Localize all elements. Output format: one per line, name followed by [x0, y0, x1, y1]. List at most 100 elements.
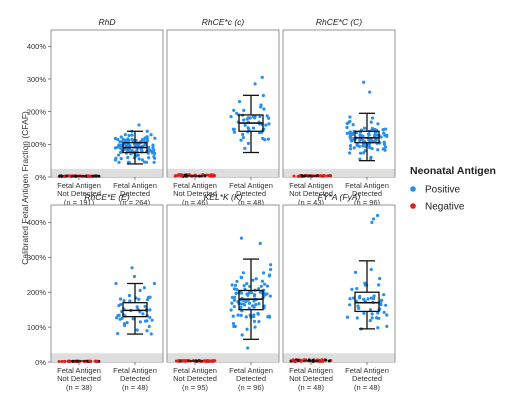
- point-detected: [256, 312, 260, 316]
- point-detected: [229, 114, 233, 119]
- point-detected: [262, 107, 266, 111]
- point-detected: [376, 283, 381, 287]
- point-detected: [378, 276, 382, 281]
- point-detected: [382, 293, 386, 297]
- point-not-detected: [97, 174, 101, 178]
- legend-negative-marker: [410, 203, 416, 209]
- point-detected: [258, 290, 263, 294]
- point-detected: [267, 116, 271, 120]
- legend-title: Neonatal Antigen: [410, 165, 496, 177]
- point-detected: [232, 108, 236, 112]
- point-detected-outlier: [375, 213, 380, 218]
- point-detected: [149, 332, 153, 336]
- detection-band: [167, 168, 279, 177]
- point-detected: [252, 294, 257, 298]
- point-detected: [232, 298, 237, 302]
- point-detected: [141, 138, 146, 142]
- point-not-detected: [60, 359, 64, 363]
- point-detected: [242, 108, 246, 112]
- panel-frame: [282, 29, 396, 178]
- point-detected: [258, 114, 262, 119]
- point-detected: [347, 151, 352, 155]
- point-detected: [246, 141, 250, 145]
- x-tick-label: Fetal Antigen: [173, 181, 217, 190]
- point-detected-outlier: [253, 82, 257, 86]
- point-detected: [251, 304, 255, 308]
- point-detected: [149, 133, 153, 137]
- point-detected: [368, 308, 373, 312]
- point-detected: [127, 138, 131, 142]
- point-detected: [152, 281, 157, 286]
- detection-band: [51, 168, 163, 177]
- point-detected: [253, 325, 257, 329]
- point-detected: [357, 296, 362, 300]
- point-not-detected: [180, 173, 184, 177]
- point-detected-outlier: [258, 241, 262, 245]
- point-detected: [383, 127, 388, 131]
- point-detected: [243, 146, 247, 151]
- point-not-detected: [328, 174, 332, 178]
- point-not-detected: [300, 174, 304, 178]
- point-detected: [142, 286, 146, 290]
- point-detected: [236, 313, 240, 317]
- point-detected: [350, 287, 354, 291]
- point-detected: [355, 287, 359, 291]
- group-count-label: (n = 48): [354, 383, 381, 392]
- point-detected: [252, 319, 257, 323]
- point-detected: [127, 160, 131, 164]
- point-detected: [352, 146, 356, 150]
- point-detected: [362, 126, 367, 130]
- point-detected: [153, 136, 157, 140]
- point-detected: [345, 125, 349, 130]
- point-detected: [262, 282, 267, 286]
- point-detected: [355, 316, 359, 320]
- point-detected: [348, 147, 353, 151]
- box-iqr: [238, 289, 264, 311]
- point-detected: [127, 133, 131, 138]
- point-detected-outlier: [368, 90, 372, 94]
- point-detected: [145, 329, 149, 333]
- point-detected: [370, 312, 374, 316]
- point-detected: [151, 143, 155, 147]
- point-detected: [122, 299, 126, 303]
- point-detected-outlier: [246, 346, 250, 350]
- point-not-detected: [212, 359, 216, 363]
- y-tick-label: 100%: [27, 140, 47, 149]
- point-detected: [150, 318, 154, 322]
- point-detected: [267, 314, 271, 318]
- point-detected: [261, 271, 266, 275]
- point-detected: [127, 144, 132, 148]
- point-detected: [130, 137, 134, 142]
- point-detected: [353, 270, 358, 274]
- point-not-detected: [57, 359, 61, 363]
- point-detected: [361, 151, 366, 155]
- point-detected: [233, 295, 237, 299]
- detection-band: [167, 353, 279, 362]
- point-detected: [245, 292, 249, 296]
- group-count-label: (n = 48): [122, 383, 149, 392]
- point-detected: [367, 143, 371, 147]
- point-detected: [242, 303, 247, 307]
- point-detected: [266, 137, 271, 141]
- panel-title: RhD: [98, 17, 115, 27]
- point-detected: [384, 303, 388, 307]
- point-detected: [232, 130, 237, 134]
- point-detected: [254, 303, 258, 307]
- x-tick-label: Detected: [120, 374, 150, 383]
- panel-frame: [50, 204, 164, 363]
- detection-band: [283, 168, 395, 177]
- point-detected: [347, 120, 351, 124]
- point-detected: [141, 312, 145, 316]
- point-not-detected: [93, 174, 97, 178]
- group-count-label: (n = 46): [182, 198, 209, 207]
- panel-frame: [166, 29, 280, 178]
- point-detected: [252, 299, 256, 303]
- x-tick-label: Not Detected: [173, 374, 217, 383]
- point-detected-outlier: [371, 217, 376, 221]
- y-tick-label: 300%: [27, 253, 47, 262]
- point-not-detected: [201, 173, 205, 177]
- point-not-detected: [176, 359, 180, 363]
